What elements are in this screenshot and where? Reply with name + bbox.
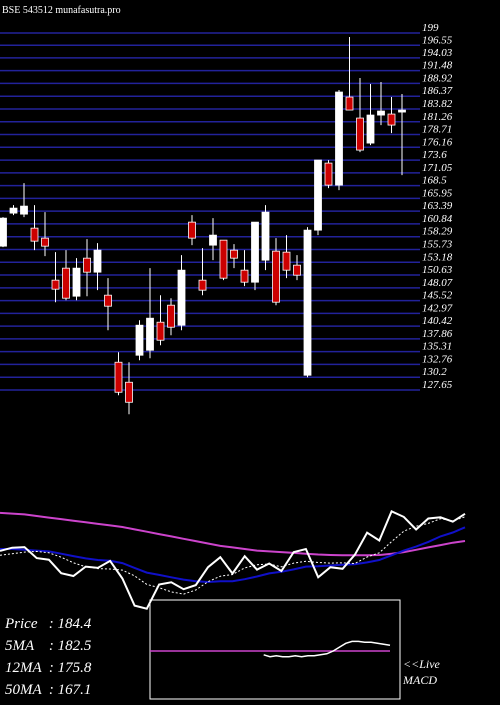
candle-body xyxy=(188,221,196,239)
candle-body xyxy=(135,324,144,356)
candle-body xyxy=(366,114,375,144)
legend-entry: Price : 184.4 xyxy=(4,616,92,632)
candle-body xyxy=(30,227,39,242)
candle-body xyxy=(83,257,91,273)
y-tick-label: 135.31 xyxy=(422,341,452,353)
y-tick-label: 142.97 xyxy=(422,302,453,314)
legend-entry: 12MA : 175.8 xyxy=(5,660,92,676)
candle-body xyxy=(272,250,280,303)
candle-body xyxy=(41,237,49,247)
candle-body xyxy=(104,294,112,307)
y-tick-label: 155.73 xyxy=(422,239,453,251)
candle-body xyxy=(324,162,333,186)
y-tick-label: 194.03 xyxy=(422,47,453,59)
legend-entry: 5MA : 182.5 xyxy=(5,638,92,654)
candle-body xyxy=(251,221,259,283)
candle-body xyxy=(209,234,217,246)
ma-line xyxy=(0,509,466,610)
candle-body xyxy=(335,91,343,186)
y-tick-label: 188.92 xyxy=(422,72,453,84)
y-tick-label: 163.39 xyxy=(422,200,453,212)
y-tick-label: 165.95 xyxy=(422,187,453,199)
y-tick-label: 186.37 xyxy=(422,85,453,97)
macd-live: <<Live xyxy=(403,657,441,671)
y-tick-label: 153.18 xyxy=(422,251,453,263)
macd-name: MACD xyxy=(402,673,437,687)
candle-body xyxy=(240,269,249,283)
candle-body xyxy=(377,110,385,116)
candle-body xyxy=(156,321,165,341)
candle-body xyxy=(398,109,406,113)
y-tick-label: 140.42 xyxy=(422,315,453,327)
y-tick-label: 132.76 xyxy=(422,353,453,365)
y-tick-label: 171.05 xyxy=(422,162,453,174)
candle-body xyxy=(167,304,175,328)
candle-body xyxy=(230,249,238,259)
candle-body xyxy=(114,361,123,393)
candle-body xyxy=(282,251,291,271)
candle-body xyxy=(198,279,207,291)
candle-body xyxy=(146,317,154,351)
candle-body xyxy=(261,211,270,261)
y-tick-label: 183.82 xyxy=(422,98,453,110)
y-tick-label: 196.55 xyxy=(422,34,453,46)
candle-body xyxy=(303,229,312,376)
chart-title: BSE 543512 munafasutra.pro xyxy=(2,5,121,16)
macd-box xyxy=(149,599,401,700)
y-tick-label: 137.86 xyxy=(422,328,453,340)
y-tick-label: 130.2 xyxy=(422,366,447,378)
candle-body xyxy=(62,267,70,299)
candle-body xyxy=(72,267,81,297)
y-tick-label: 181.26 xyxy=(422,111,453,123)
candle-body xyxy=(293,264,301,276)
candle-body xyxy=(314,159,322,231)
y-tick-label: 127.65 xyxy=(422,379,453,391)
y-tick-label: 178.71 xyxy=(422,124,452,136)
candle-body xyxy=(0,217,7,247)
y-tick-label: 199 xyxy=(422,22,439,34)
candle-body xyxy=(356,117,364,151)
candle-body xyxy=(219,239,228,279)
candle-body xyxy=(345,96,354,111)
y-tick-label: 148.07 xyxy=(422,277,453,289)
macd-line xyxy=(263,640,391,658)
y-tick-label: 176.16 xyxy=(422,136,453,148)
y-tick-label: 168.5 xyxy=(422,175,447,187)
candle-body xyxy=(9,207,18,214)
y-tick-label: 160.84 xyxy=(422,213,453,225)
candle-body xyxy=(387,113,396,126)
candle-body xyxy=(177,269,186,326)
y-tick-label: 150.63 xyxy=(422,264,453,276)
candle-body xyxy=(20,205,28,215)
y-tick-label: 191.48 xyxy=(422,60,453,72)
candle-body xyxy=(93,249,102,273)
candle-body xyxy=(125,381,133,403)
y-tick-label: 158.29 xyxy=(422,226,453,238)
candle-body xyxy=(51,279,60,290)
y-tick-label: 145.52 xyxy=(422,290,453,302)
ma-line xyxy=(0,526,466,584)
y-tick-label: 173.6 xyxy=(422,149,447,161)
legend-entry: 50MA : 167.1 xyxy=(5,682,91,698)
ma-line xyxy=(0,511,466,557)
